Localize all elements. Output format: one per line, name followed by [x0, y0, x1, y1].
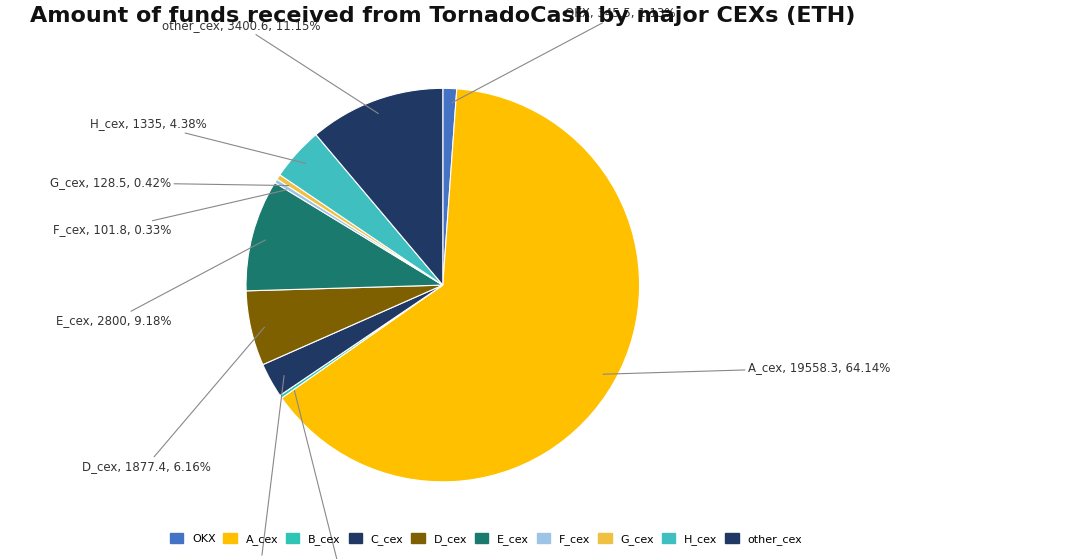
Wedge shape [246, 285, 443, 364]
Text: H_cex, 1335, 4.38%: H_cex, 1335, 4.38% [90, 117, 306, 163]
Text: E_cex, 2800, 9.18%: E_cex, 2800, 9.18% [56, 240, 266, 327]
Text: B_cex, 77.1, 0.25%: B_cex, 77.1, 0.25% [287, 391, 400, 559]
Wedge shape [246, 183, 443, 291]
Title: Amount of funds received from TornadoCash by major CEXs (ETH): Amount of funds received from TornadoCas… [30, 7, 855, 26]
Wedge shape [316, 88, 443, 285]
Wedge shape [276, 175, 443, 285]
Text: OKX, 345.5, 1.13%: OKX, 345.5, 1.13% [451, 7, 675, 103]
Text: A_cex, 19558.3, 64.14%: A_cex, 19558.3, 64.14% [603, 361, 890, 374]
Wedge shape [262, 285, 443, 395]
Wedge shape [282, 89, 639, 482]
Legend: OKX, A_cex, B_cex, C_cex, D_cex, E_cex, F_cex, G_cex, H_cex, other_cex: OKX, A_cex, B_cex, C_cex, D_cex, E_cex, … [166, 529, 806, 548]
Wedge shape [443, 88, 457, 285]
Wedge shape [280, 285, 443, 398]
Text: F_cex, 101.8, 0.33%: F_cex, 101.8, 0.33% [53, 190, 286, 236]
Text: C_cex, 870.3, 2.85%: C_cex, 870.3, 2.85% [201, 376, 321, 559]
Text: D_cex, 1877.4, 6.16%: D_cex, 1877.4, 6.16% [82, 327, 265, 472]
Wedge shape [274, 179, 443, 285]
Text: G_cex, 128.5, 0.42%: G_cex, 128.5, 0.42% [50, 176, 288, 190]
Text: other_cex, 3400.6, 11.15%: other_cex, 3400.6, 11.15% [162, 19, 378, 113]
Wedge shape [280, 135, 443, 285]
